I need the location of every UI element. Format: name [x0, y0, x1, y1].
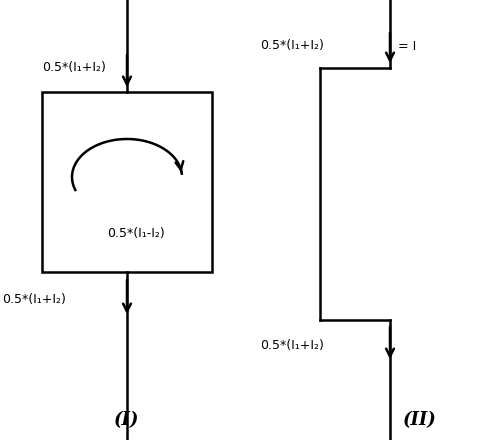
Bar — [42, 92, 212, 272]
Text: 0.5*(I₁+I₂): 0.5*(I₁+I₂) — [260, 40, 324, 52]
Text: 0.5*(I₁+I₂): 0.5*(I₁+I₂) — [42, 60, 106, 73]
Text: 0.5*(I₁-I₂): 0.5*(I₁-I₂) — [107, 227, 165, 239]
Text: (II): (II) — [403, 411, 437, 429]
Text: 0.5*(I₁+I₂): 0.5*(I₁+I₂) — [2, 293, 66, 307]
Text: = I: = I — [398, 40, 416, 52]
Text: 0.5*(I₁+I₂): 0.5*(I₁+I₂) — [260, 338, 324, 352]
Text: (I): (I) — [114, 411, 140, 429]
